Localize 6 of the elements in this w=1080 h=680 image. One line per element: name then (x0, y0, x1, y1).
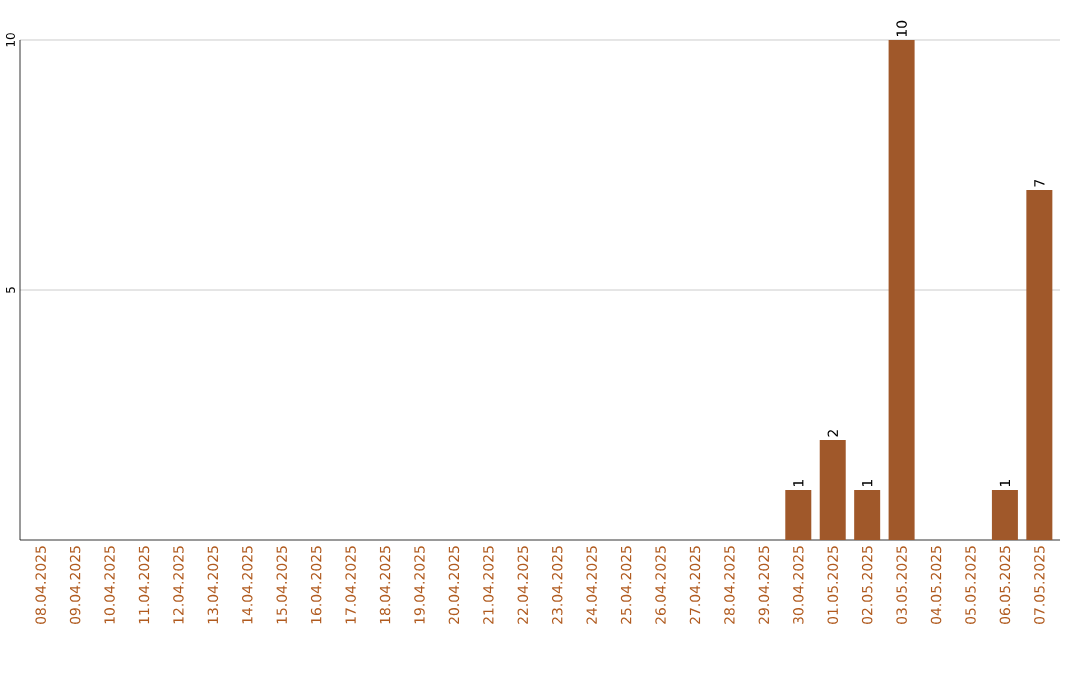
bar (854, 490, 881, 540)
bar (819, 440, 846, 540)
bar (991, 490, 1018, 540)
bar (1026, 190, 1053, 540)
bar (785, 490, 812, 540)
bar (888, 39, 915, 540)
